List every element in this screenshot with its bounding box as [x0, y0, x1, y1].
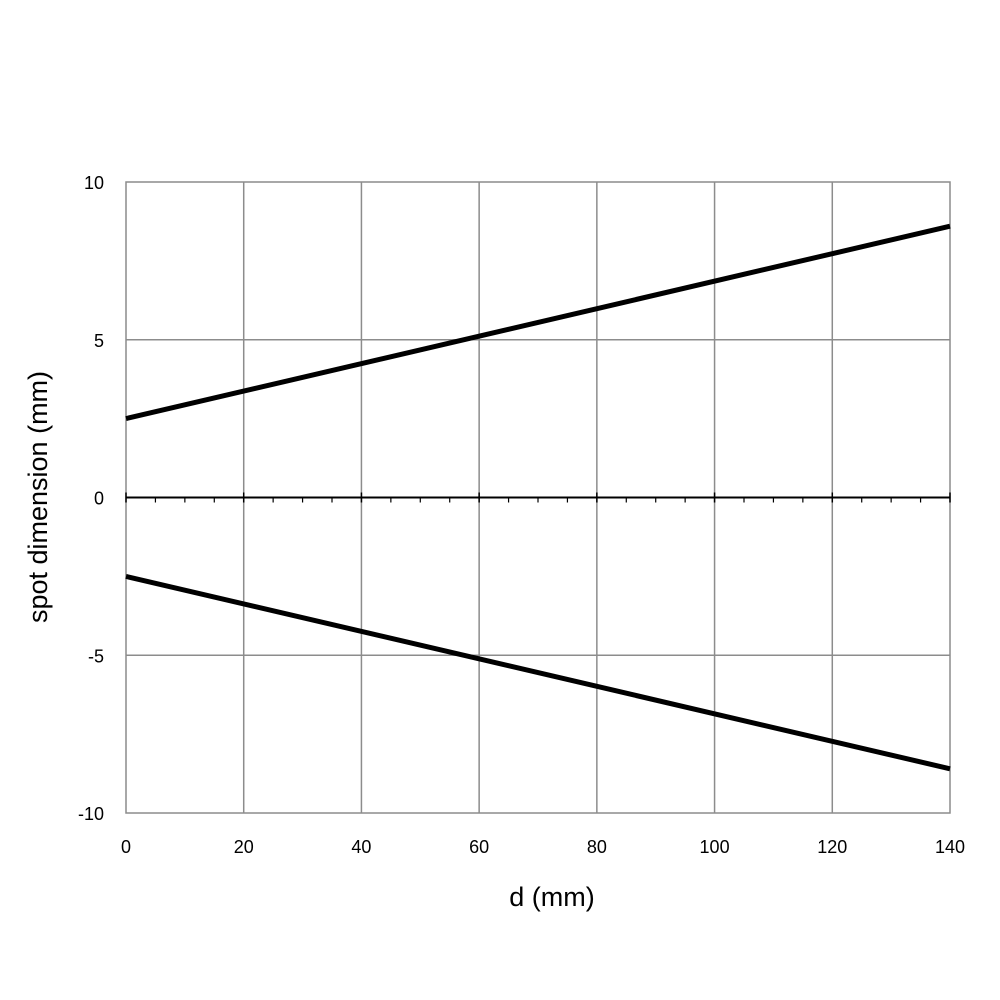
y-tick-label: 10 — [84, 173, 104, 193]
x-tick-label: 0 — [121, 837, 131, 857]
zero-axis — [125, 492, 951, 503]
x-tick-label: 40 — [351, 837, 371, 857]
series-line-1 — [125, 223, 951, 422]
x-tick-label: 140 — [935, 837, 965, 857]
x-tick-label: 80 — [587, 837, 607, 857]
y-tick-labels: -10 -5 0 5 10 — [78, 173, 104, 824]
y-tick-label: 5 — [94, 331, 104, 351]
series-group — [125, 223, 951, 772]
y-tick-label: 0 — [94, 489, 104, 509]
y-axis-title: spot dimension (mm) — [23, 371, 53, 623]
x-tick-label: 100 — [700, 837, 730, 857]
y-tick-label: -5 — [88, 646, 104, 666]
x-tick-label: 60 — [469, 837, 489, 857]
y-tick-label: -10 — [78, 804, 104, 824]
x-tick-label: 20 — [234, 837, 254, 857]
x-tick-label: 120 — [817, 837, 847, 857]
x-tick-labels: 0 20 40 60 80 100 120 140 — [121, 837, 965, 857]
x-axis-title: d (mm) — [509, 882, 594, 912]
series-line-2 — [125, 573, 951, 772]
